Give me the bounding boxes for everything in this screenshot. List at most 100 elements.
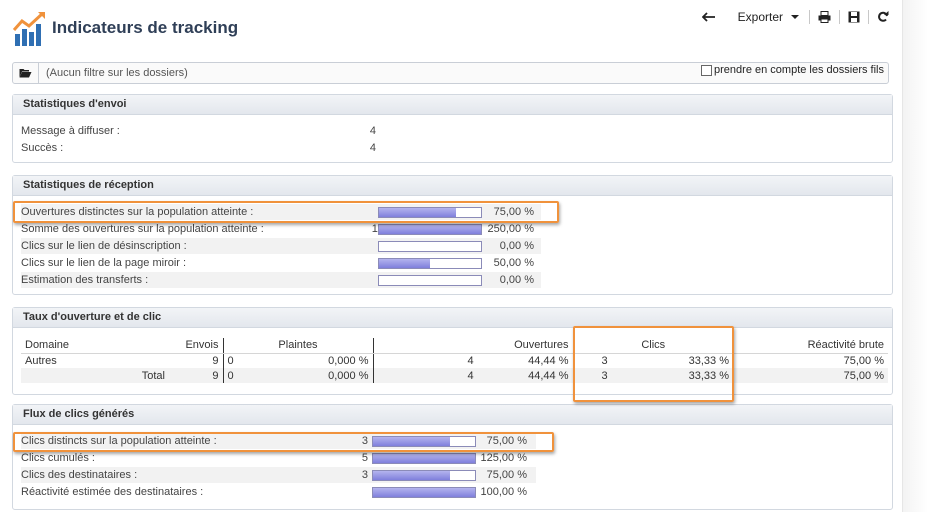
- stat-percentage: 75,00 %: [486, 469, 527, 481]
- stat-row: Clics distincts sur la population attein…: [21, 433, 536, 449]
- back-button[interactable]: [696, 8, 722, 26]
- cell-complaints-pct: 0,000 %: [328, 369, 369, 382]
- send-stats-section: Statistiques d'envoi Message à diffuser …: [12, 94, 893, 163]
- stat-percentage: 0,00 %: [499, 240, 534, 252]
- progress-bar: [378, 258, 482, 269]
- stat-label: Clics cumulés :: [21, 452, 95, 464]
- folder-picker-button[interactable]: [13, 63, 39, 83]
- stat-row: Clics sur le lien de désinscription : 0 …: [21, 238, 541, 254]
- progress-bar: [372, 453, 476, 464]
- report-page: Indicateurs de tracking Exporter: [10, 0, 903, 512]
- section-title: Taux d'ouverture et de clic: [13, 308, 892, 328]
- progress-fill: [373, 437, 450, 446]
- caret-down-icon: [791, 15, 799, 19]
- stat-label: Ouvertures distinctes sur la population …: [21, 206, 254, 218]
- open-click-rates-section: Taux d'ouverture et de clic Domaine Envo…: [12, 307, 893, 395]
- stat-label: Clics sur le lien de la page miroir :: [21, 257, 187, 269]
- cell-complaints: 0 0,000 %: [222, 353, 373, 368]
- stat-row: Message à diffuser : 4: [21, 123, 381, 139]
- progress-fill: [373, 454, 475, 463]
- checkbox-box[interactable]: [701, 64, 713, 76]
- stat-percentage: 100,00 %: [480, 486, 527, 498]
- stat-row: Clics des destinataires : 3 75,00 %: [21, 467, 536, 483]
- stat-label: Réactivité estimée des destinataires :: [21, 486, 204, 498]
- stat-percentage: 75,00 %: [486, 435, 527, 447]
- table-header-row: Domaine Envois Plaintes Ouvertures Clics…: [21, 338, 888, 354]
- stat-label: Clics distincts sur la population attein…: [21, 435, 217, 447]
- stat-label: Somme des ouvertures sur la population a…: [21, 223, 264, 235]
- filter-status-text: (Aucun filtre sur les dossiers): [46, 67, 188, 79]
- cell-clicks-pct: 33,33 %: [688, 369, 729, 382]
- progress-fill: [379, 225, 481, 234]
- stat-value: 3: [361, 469, 368, 481]
- cell-complaints-count: 0: [227, 369, 234, 382]
- progress-fill: [373, 471, 450, 480]
- stat-row: Clics sur le lien de la page miroir : 2 …: [21, 255, 541, 271]
- page-title: Indicateurs de tracking: [52, 18, 239, 37]
- stat-value: 4: [369, 142, 376, 154]
- folder-filter-bar: (Aucun filtre sur les dossiers) prendre …: [12, 62, 889, 84]
- include-subfolders-checkbox[interactable]: prendre en compte les dossiers fils: [701, 64, 884, 76]
- cell-clicks-count: 3: [601, 369, 608, 382]
- cell-complaints-count: 0: [227, 354, 234, 367]
- save-button[interactable]: [842, 8, 866, 26]
- toolbar-divider: [839, 10, 840, 24]
- progress-bar: [378, 241, 482, 252]
- stat-row: Ouvertures distinctes sur la population …: [21, 204, 541, 220]
- cell-domain: Autres: [25, 354, 57, 367]
- cell-reactivity: 75,00 %: [843, 354, 884, 367]
- refresh-icon: [878, 11, 889, 22]
- refresh-button[interactable]: [871, 8, 895, 26]
- stat-row: Somme des ouvertures sur la population a…: [21, 221, 541, 237]
- stat-label: Clics sur le lien de désinscription :: [21, 240, 187, 252]
- progress-bar: [372, 487, 476, 498]
- cell-reactivity: 75,00 %: [733, 368, 888, 383]
- stat-row: Estimation des transferts : 0 0,00 %: [21, 272, 541, 288]
- progress-bar: [378, 224, 482, 235]
- progress-bar: [378, 207, 482, 218]
- page-shadow: [903, 0, 945, 512]
- cell-opens-pct: 44,44 %: [528, 354, 569, 367]
- progress-fill: [379, 208, 456, 217]
- page-header: Indicateurs de tracking Exporter: [10, 8, 895, 50]
- col-header-clicks: Clics: [572, 338, 733, 354]
- include-subfolders-label: prendre en compte les dossiers fils: [714, 64, 884, 76]
- stat-value: 3: [361, 435, 368, 447]
- toolbar-divider: [868, 10, 869, 24]
- table-row: Autres 9 0 0,000 % 4 44,44 % 3 33,33 % 75,0…: [21, 353, 888, 368]
- cell-clicks: 3 33,33 %: [572, 353, 733, 368]
- table-total-row: Total 9 0 0,000 % 4 44,44 % 3 33,33 % 75,00…: [21, 368, 888, 383]
- rates-table: Domaine Envois Plaintes Ouvertures Clics…: [21, 338, 888, 383]
- cell-complaints-pct: 0,000 %: [328, 354, 369, 367]
- progress-bar: [372, 436, 476, 447]
- print-icon: [818, 11, 831, 23]
- progress-bar: [378, 275, 482, 286]
- stat-label: Clics des destinataires :: [21, 469, 138, 481]
- col-header-domain: Domaine: [21, 338, 169, 354]
- stat-value: 5: [361, 452, 368, 464]
- export-label: Exporter: [737, 10, 783, 24]
- reception-stats-section: Statistiques de réception Ouvertures dis…: [12, 175, 893, 295]
- section-title: Statistiques de réception: [13, 176, 892, 196]
- back-arrow-icon: [701, 12, 715, 22]
- stat-row: Réactivité estimée des destinataires : 1…: [21, 484, 536, 500]
- chart-logo-icon: [12, 12, 45, 46]
- click-flow-section: Flux de clics générés Clics distincts su…: [12, 404, 893, 510]
- progress-fill: [373, 488, 475, 497]
- stat-percentage: 250,00 %: [487, 223, 534, 235]
- cell-clicks-pct: 33,33 %: [688, 354, 729, 367]
- print-button[interactable]: [812, 8, 837, 26]
- col-header-sends: Envois: [169, 338, 223, 354]
- progress-bar: [372, 470, 476, 481]
- cell-clicks: 3 33,33 %: [572, 368, 733, 383]
- col-header-reactivity: Réactivité brute: [733, 338, 888, 354]
- toolbar-divider: [809, 10, 810, 24]
- section-title: Statistiques d'envoi: [13, 95, 892, 115]
- cell-opens-count: 4: [467, 369, 474, 382]
- stat-row: Clics cumulés : 5 125,00 %: [21, 450, 536, 466]
- cell-opens-count: 4: [467, 354, 474, 367]
- stat-label: Estimation des transferts :: [21, 274, 149, 286]
- stat-label: Succès :: [21, 142, 64, 154]
- col-header-complaints: Plaintes: [222, 338, 373, 354]
- export-menu[interactable]: Exporter: [722, 10, 807, 24]
